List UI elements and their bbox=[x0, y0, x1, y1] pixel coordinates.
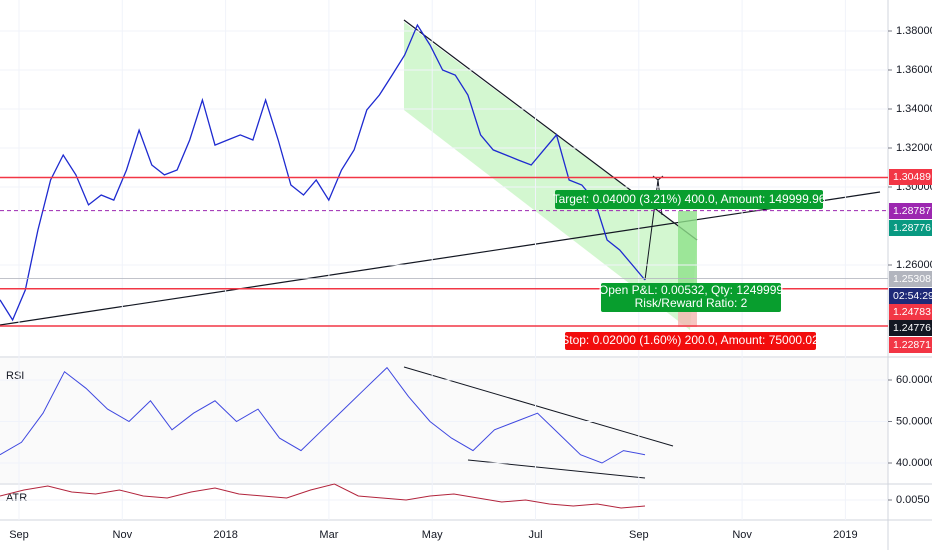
price-label-bg bbox=[889, 271, 932, 287]
price-label-bg bbox=[889, 320, 932, 336]
time-label: Nov bbox=[732, 529, 752, 541]
profit-zone bbox=[678, 211, 697, 289]
axis-label: 40.0000 bbox=[896, 457, 932, 469]
price-label: 1.22871 bbox=[893, 339, 931, 351]
time-label: 2018 bbox=[213, 529, 237, 541]
atr_pane-line bbox=[0, 483, 646, 509]
price-label: 02:54:29 bbox=[893, 290, 932, 302]
axis-label: 60.0000 bbox=[896, 374, 932, 386]
channel-fill bbox=[404, 22, 697, 330]
axis-label: 1.32000 bbox=[896, 142, 932, 154]
trend-line bbox=[0, 191, 881, 326]
price-label-bg bbox=[889, 203, 932, 219]
axis-label: 1.36000 bbox=[896, 64, 932, 76]
price-label: 1.28776 bbox=[893, 222, 931, 234]
annotation-box bbox=[601, 283, 781, 312]
price-label-bg bbox=[889, 169, 932, 185]
time-label: Sep bbox=[629, 529, 649, 541]
axis-label: 1.34000 bbox=[896, 103, 932, 115]
time-label: Nov bbox=[113, 529, 133, 541]
atr-title: ATR bbox=[6, 492, 27, 504]
pnl-label: Open P&L: 0.00532, Qty: 1249999 bbox=[599, 283, 783, 297]
time-label: Mar bbox=[319, 529, 338, 541]
price-label: 1.25308 bbox=[893, 273, 931, 285]
rsi_pane-line bbox=[0, 366, 646, 464]
price-label-bg bbox=[889, 288, 932, 304]
annotation-box bbox=[555, 190, 823, 209]
price-label: 1.24776 bbox=[893, 322, 931, 334]
time-label: Sep bbox=[9, 529, 29, 541]
ratio-label: Risk/Reward Ratio: 2 bbox=[635, 296, 748, 310]
price-label: 1.24783 bbox=[893, 306, 931, 318]
annotation-box bbox=[565, 332, 816, 350]
target-label: Target: 0.04000 (3.21%) 400.0, Amount: 1… bbox=[553, 192, 826, 206]
time-label: Jul bbox=[528, 529, 542, 541]
price-label-bg bbox=[889, 304, 932, 320]
axis-label: 1.26000 bbox=[896, 259, 932, 271]
price-label: 1.30489 bbox=[893, 171, 931, 183]
price_pane-line bbox=[0, 23, 646, 322]
rsi-title: RSI bbox=[6, 370, 24, 382]
axis-label: 50.0000 bbox=[896, 415, 932, 427]
price-label: 1.28787 bbox=[893, 205, 931, 217]
price-label-bg bbox=[889, 220, 932, 236]
rsi-background bbox=[0, 358, 888, 483]
axis-label: 1.38000 bbox=[896, 25, 932, 37]
time-label: 2019 bbox=[833, 529, 857, 541]
time-label: May bbox=[422, 529, 443, 541]
axis-label: 0.0050 bbox=[896, 494, 930, 506]
stop-label: Stop: 0.02000 (1.60%) 200.0, Amount: 750… bbox=[561, 333, 819, 347]
price-label-bg bbox=[889, 337, 932, 353]
